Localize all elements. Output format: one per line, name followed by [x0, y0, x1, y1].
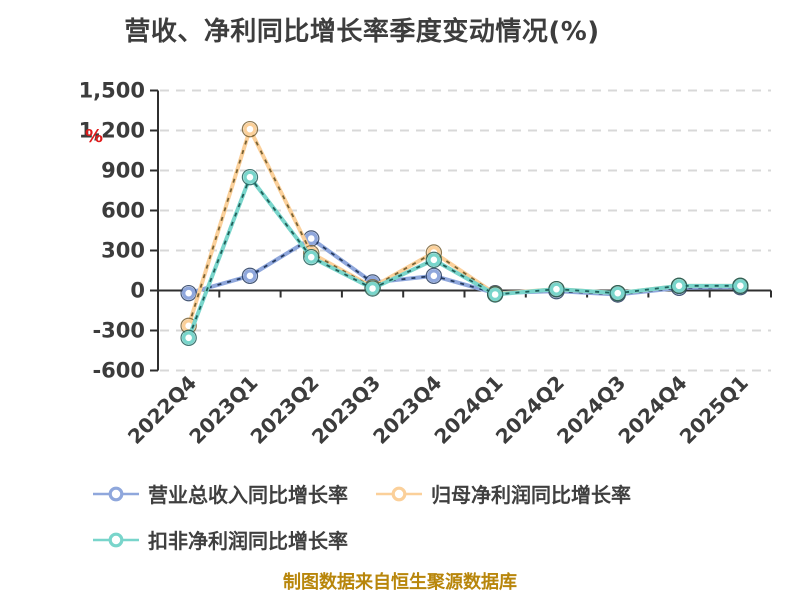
- data-point-outline: [486, 286, 504, 303]
- data-point-marker: [733, 279, 748, 293]
- legend-row-1: 营业总收入同比增长率 归母净利润同比增长率: [93, 479, 713, 508]
- data-point-marker: [181, 286, 196, 300]
- y-tick-label: -300: [92, 319, 145, 343]
- data-point-marker: [304, 231, 318, 246]
- chart-title: 营收、净利同比增长率季度变动情况(%): [124, 17, 600, 47]
- data-point-outline: [303, 248, 320, 266]
- data-point-marker: [181, 331, 196, 345]
- legend-item-deducted-net-profit[interactable]: 扣非净利润同比增长率: [93, 525, 348, 554]
- data-point-outline: [548, 280, 565, 298]
- data-point-marker: [672, 279, 686, 293]
- line-circle-marker-icon: [376, 486, 422, 501]
- data-point-marker: [243, 170, 257, 184]
- data-point-marker: [304, 250, 318, 264]
- data-point-marker: [427, 269, 441, 283]
- legend-label: 扣非净利润同比增长率: [148, 529, 348, 553]
- data-point-outline: [241, 168, 259, 186]
- y-tick-label: 1,200: [79, 119, 145, 143]
- y-tick-label: 0: [130, 279, 145, 303]
- data-point-outline: [241, 120, 259, 138]
- series-line-2: [186, 175, 743, 340]
- data-point-marker: [488, 287, 502, 302]
- data-point-marker: [427, 253, 441, 267]
- legend: 营业总收入同比增长率 归母净利润同比增长率 扣非净利润同比增长率: [93, 479, 713, 554]
- data-point-outline: [670, 277, 688, 295]
- y-axis-unit-label: %: [85, 126, 103, 147]
- data-point-outline: [609, 284, 626, 302]
- y-tick-label: -600: [92, 359, 145, 383]
- data-point-marker: [549, 282, 564, 296]
- line-circle-marker-icon: [93, 486, 139, 501]
- legend-label: 归母净利润同比增长率: [431, 483, 631, 507]
- series-dash-overlay-2: [187, 176, 741, 339]
- data-point-outline: [180, 284, 197, 302]
- y-tick-label: 900: [101, 159, 145, 183]
- x-tick-label: 2025Q1: [675, 371, 753, 449]
- legend-item-net-profit[interactable]: 归母净利润同比增长率: [376, 479, 631, 508]
- data-point-outline: [364, 280, 381, 297]
- data-point-marker: [365, 281, 380, 296]
- data-point-marker: [243, 122, 257, 136]
- legend-row-2: 扣非净利润同比增长率: [93, 525, 713, 554]
- data-point-outline: [180, 329, 197, 347]
- y-tick-label: 600: [101, 199, 145, 223]
- data-source-note: 制图数据来自恒生聚源数据库: [283, 572, 517, 593]
- y-tick-label: 1,500: [79, 79, 145, 103]
- data-point-outline: [732, 277, 749, 295]
- y-tick-label: 300: [101, 239, 145, 263]
- legend-label: 营业总收入同比增长率: [148, 483, 348, 507]
- data-point-marker: [243, 269, 257, 283]
- legend-item-revenue[interactable]: 营业总收入同比增长率: [93, 479, 348, 508]
- line-circle-marker-icon: [93, 532, 139, 547]
- data-point-outline: [425, 267, 443, 285]
- data-point-outline: [241, 267, 259, 285]
- data-point-outline: [425, 251, 443, 269]
- series-line-0: [186, 236, 743, 297]
- data-point-marker: [611, 286, 625, 300]
